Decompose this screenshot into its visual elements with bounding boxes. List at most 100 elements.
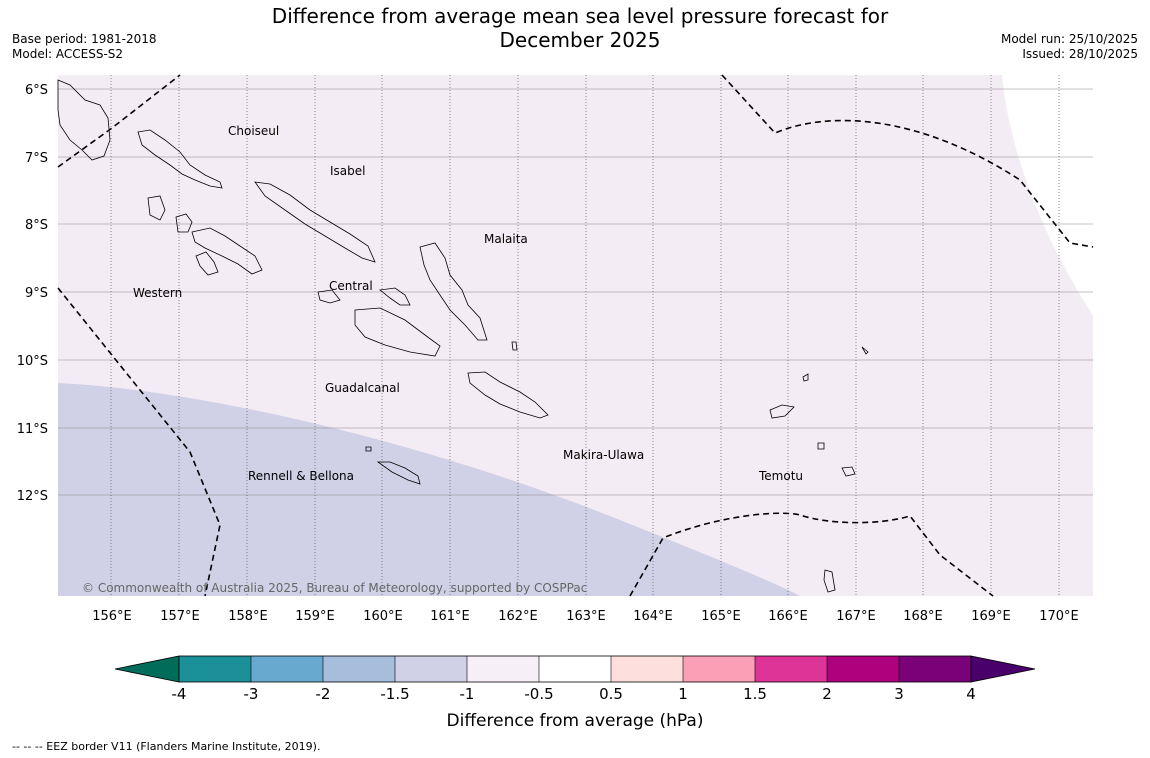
base-period: Base period: 1981-2018 bbox=[12, 32, 157, 46]
eez-border-south bbox=[629, 512, 994, 597]
colorbar-tick: -3 bbox=[244, 685, 259, 703]
island-bellona bbox=[365, 446, 372, 452]
colorbar-segment bbox=[683, 656, 755, 682]
eez-border-west bbox=[57, 287, 221, 597]
colorbar-tick: 2 bbox=[822, 685, 832, 703]
colorbar-extend-high bbox=[970, 655, 1036, 683]
model-name: Model: ACCESS-S2 bbox=[12, 47, 124, 61]
island-rennell bbox=[376, 461, 421, 485]
band-minus15-to-minus1 bbox=[58, 383, 800, 596]
island-florida bbox=[317, 289, 341, 304]
lon-label: 170°E bbox=[1039, 609, 1079, 624]
island-santa-cruz bbox=[769, 404, 795, 419]
island-guadalcanal bbox=[354, 307, 441, 357]
map-area bbox=[58, 75, 1093, 596]
lon-label: 167°E bbox=[836, 609, 876, 624]
neutral-band-white bbox=[1002, 75, 1093, 315]
lon-label: 156°E bbox=[92, 609, 132, 624]
colorbar-tick: 4 bbox=[966, 685, 976, 703]
eez-border-north-east bbox=[721, 74, 1094, 248]
island-ulawa bbox=[511, 341, 518, 351]
colorbar-segment bbox=[323, 656, 395, 682]
colorbar-tick: 3 bbox=[894, 685, 904, 703]
island-duff bbox=[861, 346, 869, 355]
place-choiseul: Choiseul bbox=[228, 124, 279, 138]
lat-label: 8°S bbox=[25, 218, 48, 233]
colorbar-segment bbox=[251, 656, 323, 682]
island-makira bbox=[467, 371, 549, 419]
lat-label: 10°S bbox=[17, 354, 48, 369]
title-line-1: Difference from average mean sea level p… bbox=[271, 4, 889, 28]
lon-label: 163°E bbox=[566, 609, 606, 624]
island-choiseul bbox=[137, 129, 223, 189]
island-rendova bbox=[195, 251, 219, 276]
colorbar-tick: -4 bbox=[172, 685, 187, 703]
island-new-georgia bbox=[191, 227, 263, 275]
place-makira: Makira-Ulawa bbox=[563, 448, 644, 462]
lat-labels: 6°S 7°S 8°S 9°S 10°S 11°S 12°S bbox=[17, 83, 48, 504]
lon-label: 166°E bbox=[768, 609, 808, 624]
meta-left: Base period: 1981-2018 Model: ACCESS-S2 bbox=[12, 32, 157, 62]
lat-label: 9°S bbox=[25, 286, 48, 301]
colorbar-segment bbox=[467, 656, 539, 682]
colorbar-outline bbox=[178, 655, 972, 683]
colorbar-segment bbox=[827, 656, 899, 682]
eez-border-north-west bbox=[57, 74, 181, 168]
lon-label: 164°E bbox=[633, 609, 673, 624]
issued-date: Issued: 28/10/2025 bbox=[1022, 47, 1138, 61]
lat-label: 12°S bbox=[17, 489, 48, 504]
island-savo bbox=[379, 287, 411, 306]
colorbar-segment bbox=[611, 656, 683, 682]
colorbar-tick: 0.5 bbox=[599, 685, 623, 703]
title-line-2: December 2025 bbox=[499, 28, 661, 52]
lat-label: 7°S bbox=[25, 151, 48, 166]
island-reef bbox=[802, 373, 809, 382]
lon-label: 169°E bbox=[971, 609, 1011, 624]
place-labels: Choiseul Isabel Malaita Western Central … bbox=[133, 124, 803, 483]
model-run: Model run: 25/10/2025 bbox=[1000, 32, 1138, 46]
island-tikopia bbox=[823, 569, 836, 593]
island-malaita bbox=[419, 242, 488, 341]
island-vanikoro bbox=[841, 466, 856, 477]
colorbar-segment bbox=[179, 656, 251, 682]
lon-label: 168°E bbox=[903, 609, 943, 624]
colorbar-segment bbox=[755, 656, 827, 682]
colorbar-segment bbox=[395, 656, 467, 682]
eez-footnote: -- -- -- EEZ border V11 (Flanders Marine… bbox=[12, 740, 321, 753]
lon-label: 160°E bbox=[363, 609, 403, 624]
lat-label: 11°S bbox=[17, 422, 48, 437]
place-temotu: Temotu bbox=[758, 469, 803, 483]
meta-right: Model run: 25/10/2025 Issued: 28/10/2025 bbox=[1001, 32, 1138, 62]
colorbar-tick: -0.5 bbox=[524, 685, 553, 703]
lon-label: 159°E bbox=[295, 609, 335, 624]
map-title: Difference from average mean sea level p… bbox=[250, 4, 910, 52]
colorbar-segment bbox=[899, 656, 971, 682]
gridlines bbox=[58, 88, 1093, 496]
colorbar-label: Difference from average (hPa) bbox=[447, 711, 704, 731]
lon-labels: 156°E 157°E 158°E 159°E 160°E 161°E 162°… bbox=[92, 609, 1079, 624]
place-central: Central bbox=[329, 279, 373, 293]
colorbar-extend-low bbox=[114, 655, 180, 683]
lon-label: 157°E bbox=[160, 609, 200, 624]
lon-label: 165°E bbox=[701, 609, 741, 624]
colorbar-segment bbox=[539, 656, 611, 682]
lon-label: 162°E bbox=[498, 609, 538, 624]
colorbar-tick: -2 bbox=[316, 685, 331, 703]
island-kolombangara bbox=[175, 213, 193, 233]
place-malaita: Malaita bbox=[484, 232, 528, 246]
lon-label: 161°E bbox=[430, 609, 470, 624]
islands bbox=[57, 79, 869, 593]
island-vella-lavella bbox=[147, 195, 166, 221]
place-rennell: Rennell & Bellona bbox=[248, 469, 354, 483]
eez-borders bbox=[57, 74, 1094, 597]
colorbar-tick: -1 bbox=[460, 685, 475, 703]
colorbar: -4 -3 -2 -1.5 -1 -0.5 0.5 1 1.5 2 3 4 Di… bbox=[114, 655, 1036, 731]
island-utupua bbox=[817, 442, 825, 450]
island-santa-isabel bbox=[254, 181, 376, 263]
place-isabel: Isabel bbox=[330, 164, 365, 178]
island-bougainville bbox=[57, 79, 111, 161]
colorbar-tick: 1 bbox=[678, 685, 688, 703]
place-guadalcanal: Guadalcanal bbox=[325, 381, 400, 395]
colorbar-tick: -1.5 bbox=[380, 685, 409, 703]
